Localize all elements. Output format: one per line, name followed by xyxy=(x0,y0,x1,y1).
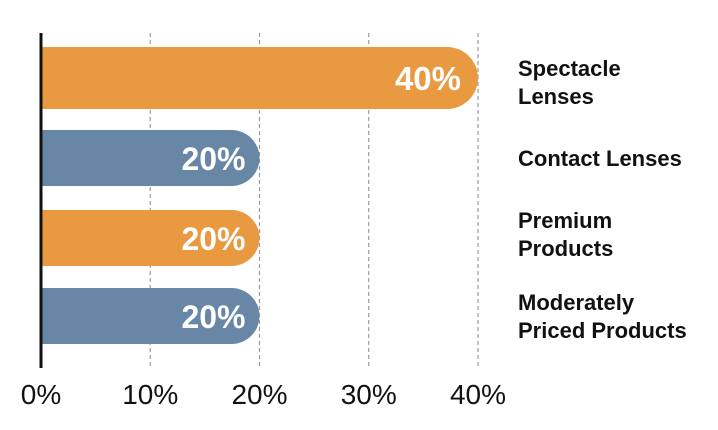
x-tick-label-1: 10% xyxy=(122,379,178,410)
x-tick-label-3: 30% xyxy=(341,379,397,410)
x-tick-labels: 0% 10% 20% 30% 40% xyxy=(21,379,506,410)
bar-3 xyxy=(41,288,260,344)
bar-0 xyxy=(41,47,478,109)
x-tick-label-0: 0% xyxy=(21,379,61,410)
bar-1 xyxy=(41,130,260,186)
bar-value-label-0: 40% xyxy=(395,60,461,97)
bars: 40% 20% 20% 20% xyxy=(41,47,478,344)
bar-value-label-2: 20% xyxy=(181,221,245,257)
bar-value-label-3: 20% xyxy=(181,299,245,335)
x-tick-label-4: 40% xyxy=(450,379,506,410)
bar-2 xyxy=(41,210,260,266)
category-label-2: Premium Products xyxy=(518,208,614,261)
bar-value-label-1: 20% xyxy=(181,141,245,177)
category-label-1: Contact Lenses xyxy=(518,146,682,171)
category-label-0: Spectacle Lenses xyxy=(518,56,621,109)
x-tick-label-2: 20% xyxy=(231,379,287,410)
category-label-3: Moderately Priced Products xyxy=(518,290,687,343)
